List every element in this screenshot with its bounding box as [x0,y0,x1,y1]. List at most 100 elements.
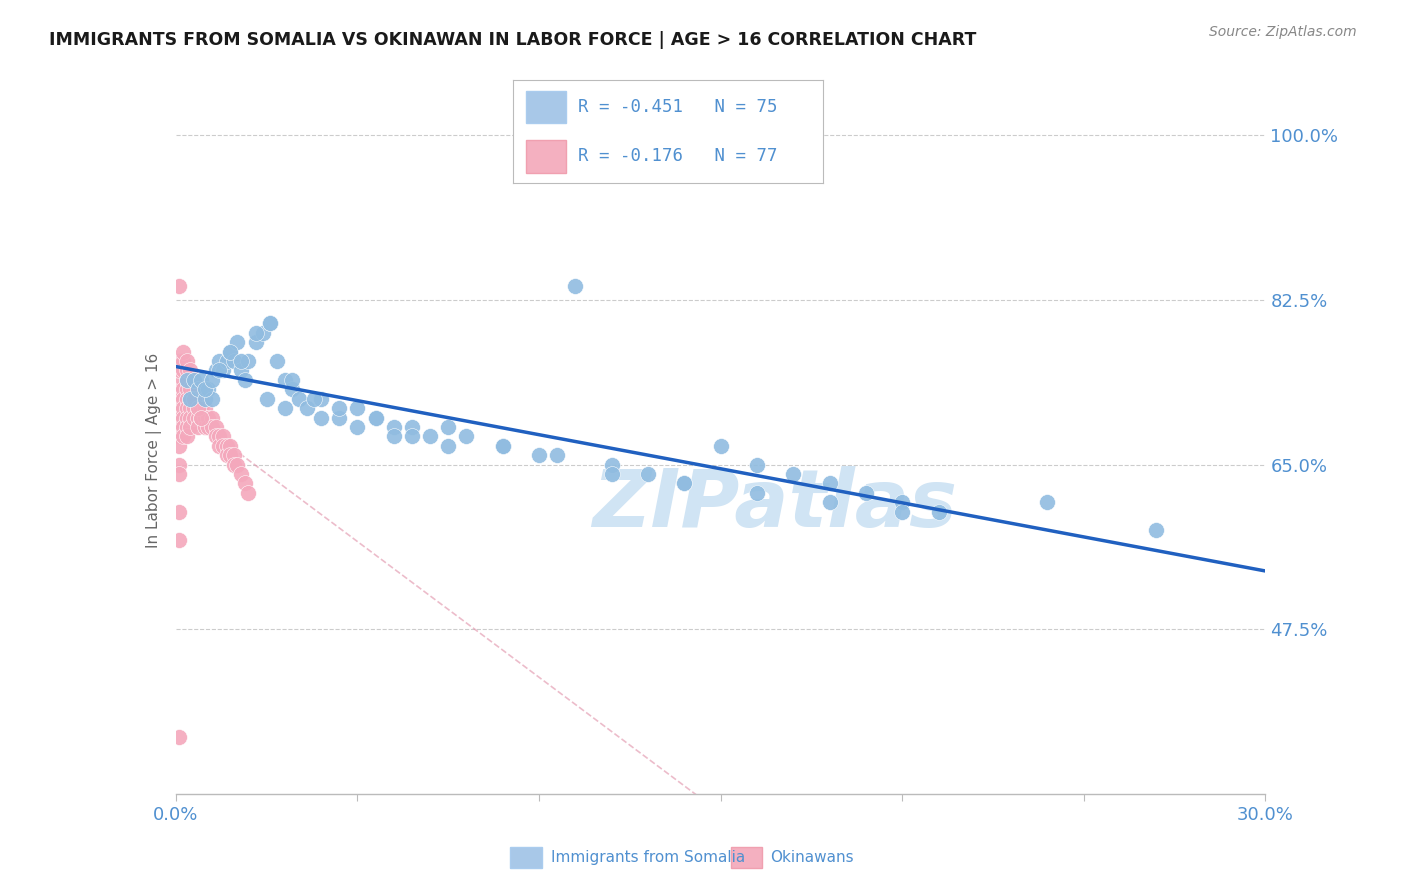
Point [891,505,914,519]
Point [745,458,768,472]
Point [1146,524,1168,538]
Point [169,533,191,547]
Point [219,439,242,453]
Point [928,505,950,519]
Point [183,401,205,416]
Point [201,420,224,434]
Point [309,392,332,406]
Point [855,485,877,500]
Point [212,429,235,443]
Point [281,373,304,387]
Point [233,476,256,491]
Point [183,382,205,396]
Point [169,278,191,293]
Point [245,326,267,340]
Point [419,429,441,443]
Point [197,410,219,425]
Point [328,410,350,425]
Point [259,317,281,331]
Point [183,373,205,387]
Point [564,278,586,293]
Point [238,485,260,500]
Point [172,392,194,406]
Point [176,401,198,416]
Point [179,363,201,377]
Point [226,458,249,472]
Point [172,373,194,387]
Bar [510,847,541,868]
Point [215,354,238,368]
Point [222,354,245,368]
Point [208,439,231,453]
Point [346,420,368,434]
Point [233,373,256,387]
Point [673,476,696,491]
Point [492,439,515,453]
Point [1036,495,1059,509]
Point [186,382,209,396]
Point [201,373,224,387]
Point [179,382,201,396]
Point [710,439,733,453]
Point [172,344,194,359]
Text: Okinawans: Okinawans [770,850,853,864]
Point [364,410,387,425]
Bar [731,847,762,868]
Point [222,458,245,472]
Text: R = -0.176   N = 77: R = -0.176 N = 77 [578,147,778,165]
Point [194,420,217,434]
Point [238,354,260,368]
Point [226,335,249,350]
Point [172,354,194,368]
Point [215,448,238,462]
Point [492,439,515,453]
Point [194,410,217,425]
Point [194,401,217,416]
Point [176,392,198,406]
Point [219,448,242,462]
Point [212,363,235,377]
Point [172,382,194,396]
Point [546,448,568,462]
Point [328,401,350,416]
Point [212,439,235,453]
Point [527,448,550,462]
Point [231,354,253,368]
Point [169,382,191,396]
Point [172,401,194,416]
Point [208,363,231,377]
Point [204,429,226,443]
Point [186,420,209,434]
Point [346,401,368,416]
Point [176,363,198,377]
Point [818,476,841,491]
Point [194,392,217,406]
Point [176,373,198,387]
Point [219,344,242,359]
Point [256,392,278,406]
Point [169,354,191,368]
Point [401,420,423,434]
Point [245,335,267,350]
Point [172,410,194,425]
Point [201,392,224,406]
Point [176,420,198,434]
Point [600,458,623,472]
Point [169,410,191,425]
Point [259,317,281,331]
Point [204,420,226,434]
Point [745,485,768,500]
Point [183,392,205,406]
Point [183,410,205,425]
Point [382,420,405,434]
Point [169,401,191,416]
Point [295,401,318,416]
Point [183,373,205,387]
Point [186,401,209,416]
Point [169,458,191,472]
Point [190,392,212,406]
Point [637,467,659,481]
Text: R = -0.451   N = 75: R = -0.451 N = 75 [578,98,778,116]
Point [274,373,297,387]
Point [197,382,219,396]
